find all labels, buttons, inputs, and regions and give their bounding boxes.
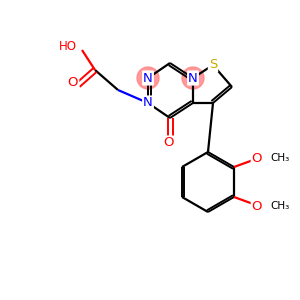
- Text: N: N: [143, 97, 153, 110]
- Text: CH₃: CH₃: [270, 201, 289, 211]
- Text: N: N: [143, 71, 153, 85]
- Text: O: O: [252, 200, 262, 212]
- Text: HO: HO: [59, 40, 77, 53]
- Text: O: O: [68, 76, 78, 89]
- Text: N: N: [188, 71, 198, 85]
- Text: O: O: [252, 152, 262, 164]
- Text: O: O: [163, 136, 173, 149]
- Text: CH₃: CH₃: [270, 153, 289, 163]
- Circle shape: [182, 67, 204, 89]
- Circle shape: [137, 67, 159, 89]
- Text: S: S: [209, 58, 217, 71]
